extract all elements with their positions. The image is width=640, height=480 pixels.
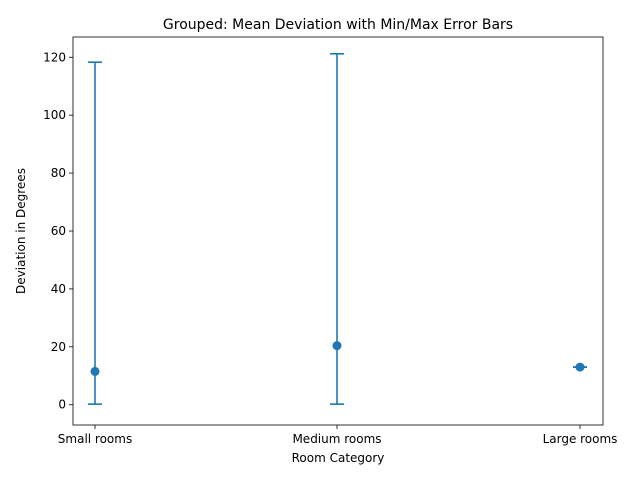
y-tick-label: 60 (51, 224, 66, 238)
y-tick-label: 0 (58, 398, 66, 412)
chart-title: Grouped: Mean Deviation with Min/Max Err… (163, 17, 513, 33)
x-tick-label: Medium rooms (292, 432, 381, 446)
mean-point (90, 366, 100, 376)
y-tick-label: 40 (51, 282, 66, 296)
plot-area: 0 20 40 60 80 100 120 Small rooms Medium rooms La… (43, 50, 617, 446)
y-tick-label: 20 (51, 340, 66, 354)
y-axis-label: Deviation in Degrees (14, 168, 28, 294)
y-tick-label: 80 (51, 166, 66, 180)
x-axis-label: Room Category (292, 451, 385, 465)
y-tick-label: 100 (43, 108, 66, 122)
y-tick-label: 120 (43, 50, 66, 64)
x-tick-label: Small rooms (58, 432, 132, 446)
plot-frame (72, 36, 604, 426)
mean-point (575, 362, 585, 372)
x-tick-label: Large rooms (543, 432, 618, 446)
mean-point (332, 341, 342, 351)
